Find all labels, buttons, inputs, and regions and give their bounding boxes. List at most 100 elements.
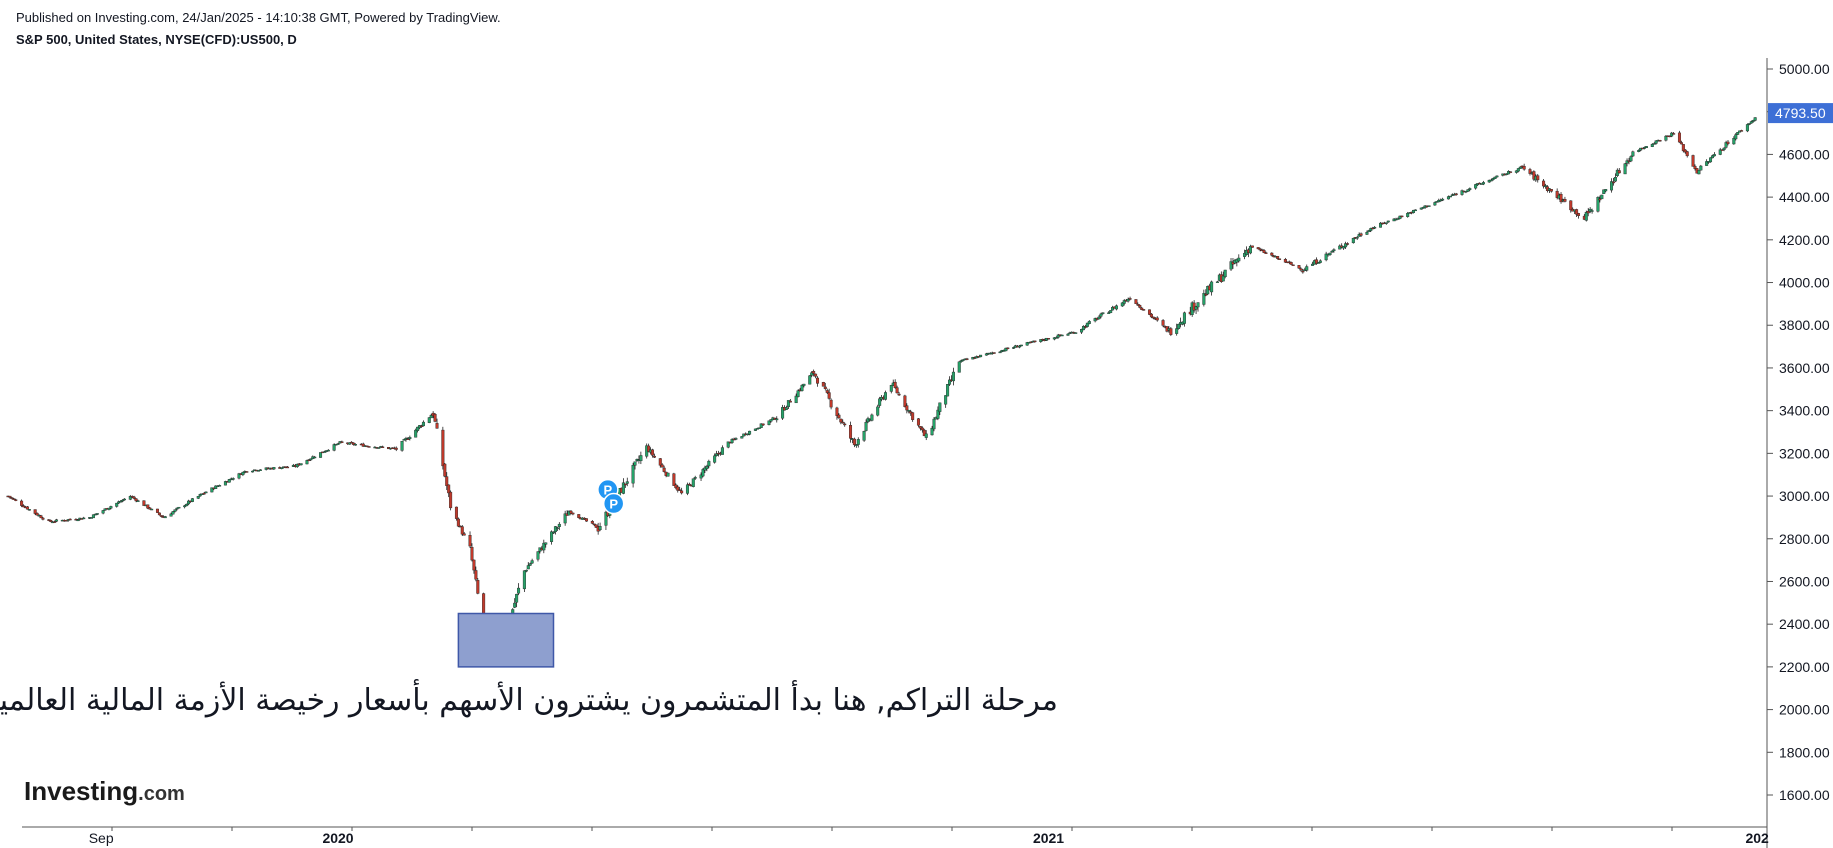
candle-body [449, 491, 453, 509]
candle-body [775, 418, 779, 421]
candle-body [95, 513, 99, 515]
accumulation-zone-box[interactable] [457, 612, 555, 668]
candle-body [1441, 198, 1445, 201]
candle-body [1074, 332, 1078, 334]
candle-body [829, 399, 833, 408]
candle-body [8, 495, 12, 498]
candle-body [998, 351, 1002, 354]
candle-body [1194, 306, 1198, 310]
candle-body [1751, 120, 1755, 122]
candle-body [68, 518, 72, 521]
candle-body [720, 447, 724, 455]
candle-body [416, 426, 420, 431]
candle-body [1346, 243, 1350, 245]
candle-body [1652, 143, 1656, 145]
candle-body [1210, 281, 1214, 293]
candle-body [1522, 166, 1526, 170]
candle-body [460, 526, 464, 535]
candle-body [1332, 249, 1336, 252]
candle-body [1355, 237, 1359, 239]
candle-body [623, 483, 627, 486]
candle-body [1367, 230, 1371, 233]
candle-body [652, 455, 656, 458]
candle-body [707, 460, 711, 467]
candle-body [1625, 160, 1629, 164]
candle-body [313, 456, 317, 459]
candle-body [557, 523, 561, 527]
candle-body [1136, 304, 1140, 306]
candle-body [1316, 262, 1320, 264]
candle-body [524, 569, 528, 572]
candle-body [920, 427, 924, 431]
candle-body [740, 436, 744, 439]
y-tick-label: 4600.00 [1779, 146, 1830, 162]
y-tick-label: 3000.00 [1779, 488, 1830, 504]
candle-body [1270, 252, 1274, 256]
candle-body [119, 501, 123, 503]
candle-body [169, 513, 173, 517]
candle-body [1054, 337, 1058, 339]
candle-body [447, 484, 451, 494]
candle-body [703, 467, 707, 471]
candle-body [699, 474, 703, 479]
candle-body [1151, 316, 1155, 319]
candle-body [633, 461, 637, 466]
candle-body [419, 425, 423, 427]
candle-body [136, 500, 140, 502]
candle-body [1107, 312, 1111, 314]
candle-body [456, 518, 460, 527]
candle-body [336, 443, 340, 445]
candle-body [761, 423, 765, 426]
candle-body [555, 527, 559, 529]
candle-body [196, 496, 200, 499]
y-tick-label: 4000.00 [1779, 275, 1830, 291]
candle-body [660, 464, 664, 468]
accumulation-annotation: مرحلة التراكم, هنا بدأ المتشمرون يشترون … [0, 678, 1058, 718]
candle-body [468, 535, 472, 547]
candle-body [1149, 313, 1153, 318]
candle-body [1289, 262, 1293, 265]
logo-wordmark: Investing.com [24, 776, 185, 806]
y-tick-label: 2400.00 [1779, 616, 1830, 632]
candle-body [214, 485, 218, 489]
candle-body [705, 466, 709, 470]
candle-body [1555, 190, 1559, 198]
candle-body [932, 418, 936, 430]
candle-body [1685, 151, 1689, 157]
price-axis[interactable]: 5000.004800.004600.004400.004200.004000.… [1767, 61, 1830, 803]
candle-body [1398, 215, 1402, 219]
candle-body [895, 387, 899, 394]
candle-body [25, 506, 29, 510]
candle-body [1491, 178, 1495, 180]
markers-layer[interactable]: PP [597, 478, 625, 515]
marker-p[interactable] [602, 492, 625, 515]
candle-body [1237, 257, 1241, 262]
candle-body [299, 463, 303, 466]
candle-body [1569, 200, 1573, 211]
candle-body [445, 476, 449, 486]
candle-body [400, 441, 404, 451]
candle-body [965, 358, 969, 360]
candle-body [1142, 309, 1146, 311]
last-price-tag: 4793.50 [1768, 103, 1833, 124]
candle-body [1709, 157, 1713, 163]
candle-body [1516, 168, 1520, 172]
candle-body [107, 507, 111, 510]
candle-body [812, 370, 816, 374]
candle-body [241, 471, 245, 476]
candle-body [1732, 138, 1736, 145]
candle-body [381, 446, 385, 449]
candle-body [862, 430, 866, 441]
candle-body [821, 382, 825, 387]
candle-body [839, 418, 843, 423]
candle-body [157, 512, 161, 516]
y-tick-label: 2800.00 [1779, 531, 1830, 547]
candle-body [1617, 170, 1621, 174]
candle-body [190, 498, 194, 502]
time-axis[interactable]: Sep 2020 2021 202 [89, 827, 1769, 846]
candle-body [1379, 222, 1383, 228]
candle-body [592, 523, 596, 526]
candle-body [864, 422, 868, 431]
candle-body [889, 385, 893, 392]
